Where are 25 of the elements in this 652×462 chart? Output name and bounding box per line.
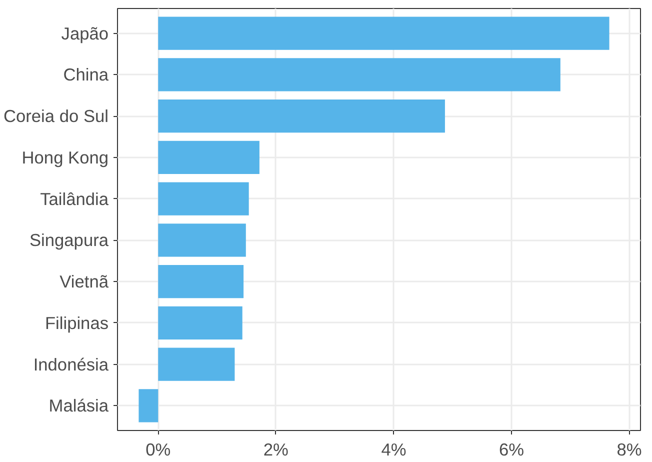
bar [158,224,246,257]
x-tick-label: 2% [263,440,288,460]
bar [158,100,445,133]
x-tick-label: 4% [381,440,406,460]
bar [158,16,610,50]
y-tick-label: Singapura [30,230,109,250]
x-tick-label: 0% [146,440,171,460]
y-tick-label: Malásia [48,396,109,416]
bar [158,348,235,381]
bar [158,306,242,340]
y-tick-label: Japão [61,23,109,44]
bar [158,140,260,174]
y-tick-label: Indonésia [33,354,109,374]
bar [158,58,560,92]
y-tick-label: Tailândia [40,188,109,209]
y-tick-label: Filipinas [44,312,109,333]
bar [138,389,158,422]
bar [158,265,244,298]
x-tick-label: 8% [616,440,642,460]
y-tick-label: Hong Kong [22,147,109,168]
y-tick-label: Coreia do Sul [4,106,109,126]
x-tick-label: 6% [498,440,524,460]
y-tick-label: China [63,64,109,85]
bar [158,182,249,216]
y-tick-label: Vietnã [60,272,109,292]
